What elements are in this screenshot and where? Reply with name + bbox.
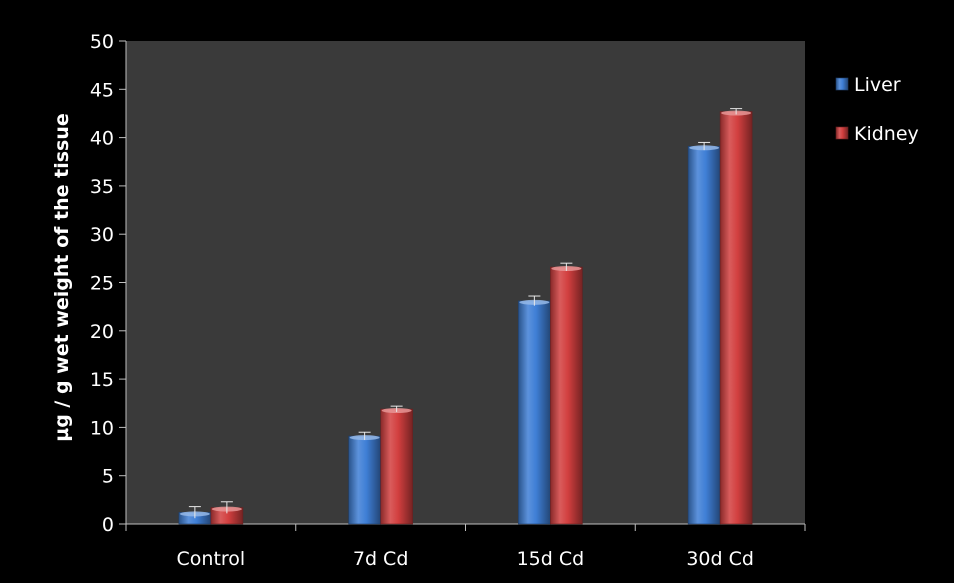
y-tick-label: 15 — [90, 369, 114, 391]
error-bars — [188, 108, 743, 519]
y-tick-label: 0 — [102, 514, 114, 536]
y-tick-label: 5 — [102, 466, 114, 488]
bar-liver-3 — [687, 145, 721, 525]
y-axis-title: µg / g wet weight of the tissue — [51, 113, 73, 442]
y-tick-label: 10 — [90, 417, 114, 439]
legend-swatch-liver — [835, 77, 849, 91]
x-tick-label: 30d Cd — [686, 548, 754, 570]
legend-swatch-kidney — [835, 126, 849, 140]
y-tick-label: 40 — [90, 128, 114, 150]
y-tick-label: 20 — [90, 321, 114, 343]
x-tick-label: 7d Cd — [353, 548, 409, 570]
y-axis: 0 5 10 15 20 25 30 35 40 45 50 — [90, 31, 127, 536]
y-tick-label: 45 — [90, 79, 114, 101]
bar-kidney-3 — [719, 111, 753, 525]
bar-kidney-2 — [550, 266, 583, 525]
y-tick-label: 30 — [90, 224, 114, 246]
legend: Liver Kidney — [835, 74, 919, 145]
y-tick-label: 35 — [90, 176, 114, 198]
bar-liver-1 — [348, 435, 381, 525]
x-tick-label: 15d Cd — [517, 548, 585, 570]
y-tick-label: 25 — [90, 273, 114, 295]
x-axis: Control 7d Cd 15d Cd 30d Cd — [125, 523, 806, 570]
legend-label-kidney: Kidney — [854, 123, 919, 145]
y-tick-label: 50 — [90, 31, 114, 53]
legend-label-liver: Liver — [854, 74, 901, 96]
bar-kidney-1 — [380, 408, 413, 525]
x-tick-label: Control — [177, 548, 246, 570]
bar-liver-2 — [518, 300, 551, 525]
